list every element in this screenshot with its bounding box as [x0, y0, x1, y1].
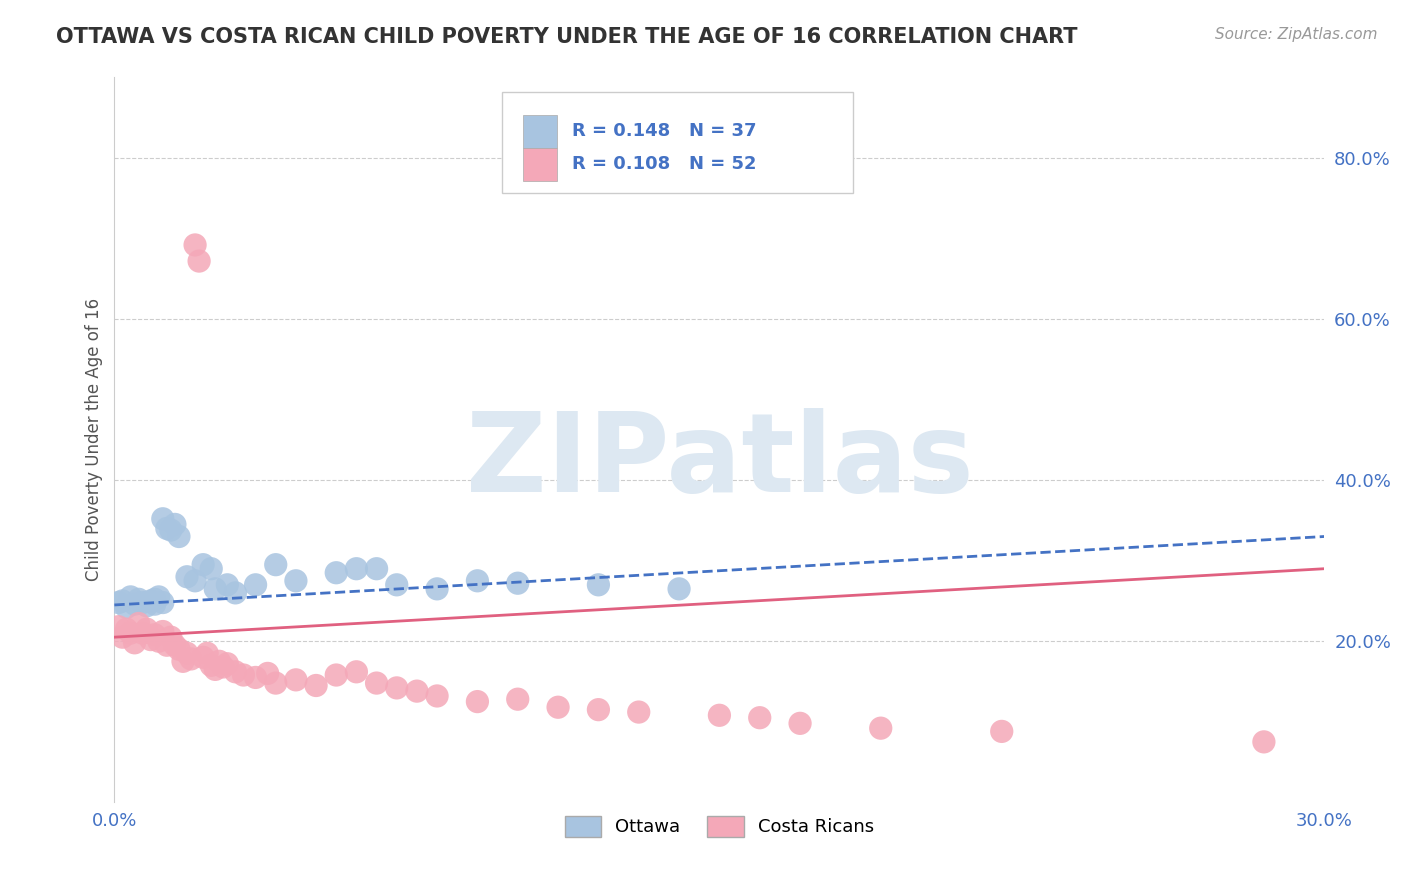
Point — [467, 695, 489, 709]
Point — [107, 595, 129, 609]
Point — [115, 622, 138, 636]
Point — [506, 576, 529, 591]
Point — [107, 620, 129, 634]
Point — [224, 586, 246, 600]
Point — [152, 512, 174, 526]
Point — [200, 658, 222, 673]
Point — [344, 562, 367, 576]
Point — [232, 668, 254, 682]
Point — [195, 646, 218, 660]
Point — [385, 681, 408, 695]
Point — [668, 582, 690, 596]
Point — [212, 660, 235, 674]
Point — [256, 666, 278, 681]
Point — [139, 594, 162, 608]
Point — [191, 558, 214, 572]
Bar — [523, 148, 557, 181]
Point — [120, 626, 142, 640]
Point — [143, 628, 166, 642]
Point — [627, 705, 650, 719]
Bar — [523, 115, 557, 148]
Point — [184, 238, 207, 252]
Point — [217, 578, 239, 592]
Point — [131, 595, 153, 609]
Point — [325, 566, 347, 580]
Point — [188, 254, 211, 268]
Point — [191, 650, 214, 665]
Point — [167, 529, 190, 543]
Point — [115, 600, 138, 615]
Point — [156, 521, 179, 535]
Point — [224, 665, 246, 679]
Point — [200, 562, 222, 576]
Point — [124, 636, 146, 650]
Point — [284, 673, 307, 687]
Point — [143, 592, 166, 607]
Point — [245, 670, 267, 684]
Point — [139, 632, 162, 647]
Text: Source: ZipAtlas.com: Source: ZipAtlas.com — [1215, 27, 1378, 42]
Point — [385, 578, 408, 592]
Point — [156, 638, 179, 652]
Point — [426, 582, 449, 596]
Point — [264, 676, 287, 690]
Point — [204, 582, 226, 596]
Point — [245, 578, 267, 592]
Point — [366, 562, 388, 576]
Point — [1253, 735, 1275, 749]
Point — [990, 724, 1012, 739]
Point — [128, 616, 150, 631]
Point — [284, 574, 307, 588]
Point — [709, 708, 731, 723]
Point — [426, 689, 449, 703]
Point — [176, 646, 198, 660]
Point — [131, 626, 153, 640]
Text: ZIPatlas: ZIPatlas — [465, 409, 973, 515]
Text: R = 0.108   N = 52: R = 0.108 N = 52 — [572, 155, 756, 173]
Legend: Ottawa, Costa Ricans: Ottawa, Costa Ricans — [557, 809, 882, 844]
Text: R = 0.148   N = 37: R = 0.148 N = 37 — [572, 122, 756, 140]
Point — [208, 654, 231, 668]
Point — [547, 700, 569, 714]
Point — [748, 711, 770, 725]
Point — [167, 642, 190, 657]
Point — [120, 590, 142, 604]
Point — [148, 634, 170, 648]
Point — [588, 578, 610, 592]
Point — [143, 597, 166, 611]
FancyBboxPatch shape — [502, 92, 852, 194]
Point — [506, 692, 529, 706]
Point — [789, 716, 811, 731]
Point — [305, 678, 328, 692]
Point — [366, 676, 388, 690]
Point — [204, 662, 226, 676]
Point — [406, 684, 429, 698]
Point — [184, 574, 207, 588]
Point — [128, 592, 150, 607]
Point — [148, 590, 170, 604]
Point — [160, 630, 183, 644]
Point — [135, 622, 157, 636]
Point — [325, 668, 347, 682]
Point — [467, 574, 489, 588]
Point — [869, 721, 891, 735]
Point — [217, 657, 239, 671]
Point — [111, 594, 134, 608]
Point — [163, 517, 186, 532]
Point — [172, 654, 194, 668]
Point — [344, 665, 367, 679]
Point — [160, 523, 183, 537]
Point — [176, 570, 198, 584]
Point — [180, 652, 202, 666]
Point — [264, 558, 287, 572]
Point — [588, 703, 610, 717]
Point — [124, 597, 146, 611]
Point — [135, 599, 157, 613]
Point — [163, 638, 186, 652]
Text: OTTAWA VS COSTA RICAN CHILD POVERTY UNDER THE AGE OF 16 CORRELATION CHART: OTTAWA VS COSTA RICAN CHILD POVERTY UNDE… — [56, 27, 1078, 46]
Point — [152, 595, 174, 609]
Point — [152, 624, 174, 639]
Y-axis label: Child Poverty Under the Age of 16: Child Poverty Under the Age of 16 — [86, 298, 103, 582]
Point — [111, 630, 134, 644]
